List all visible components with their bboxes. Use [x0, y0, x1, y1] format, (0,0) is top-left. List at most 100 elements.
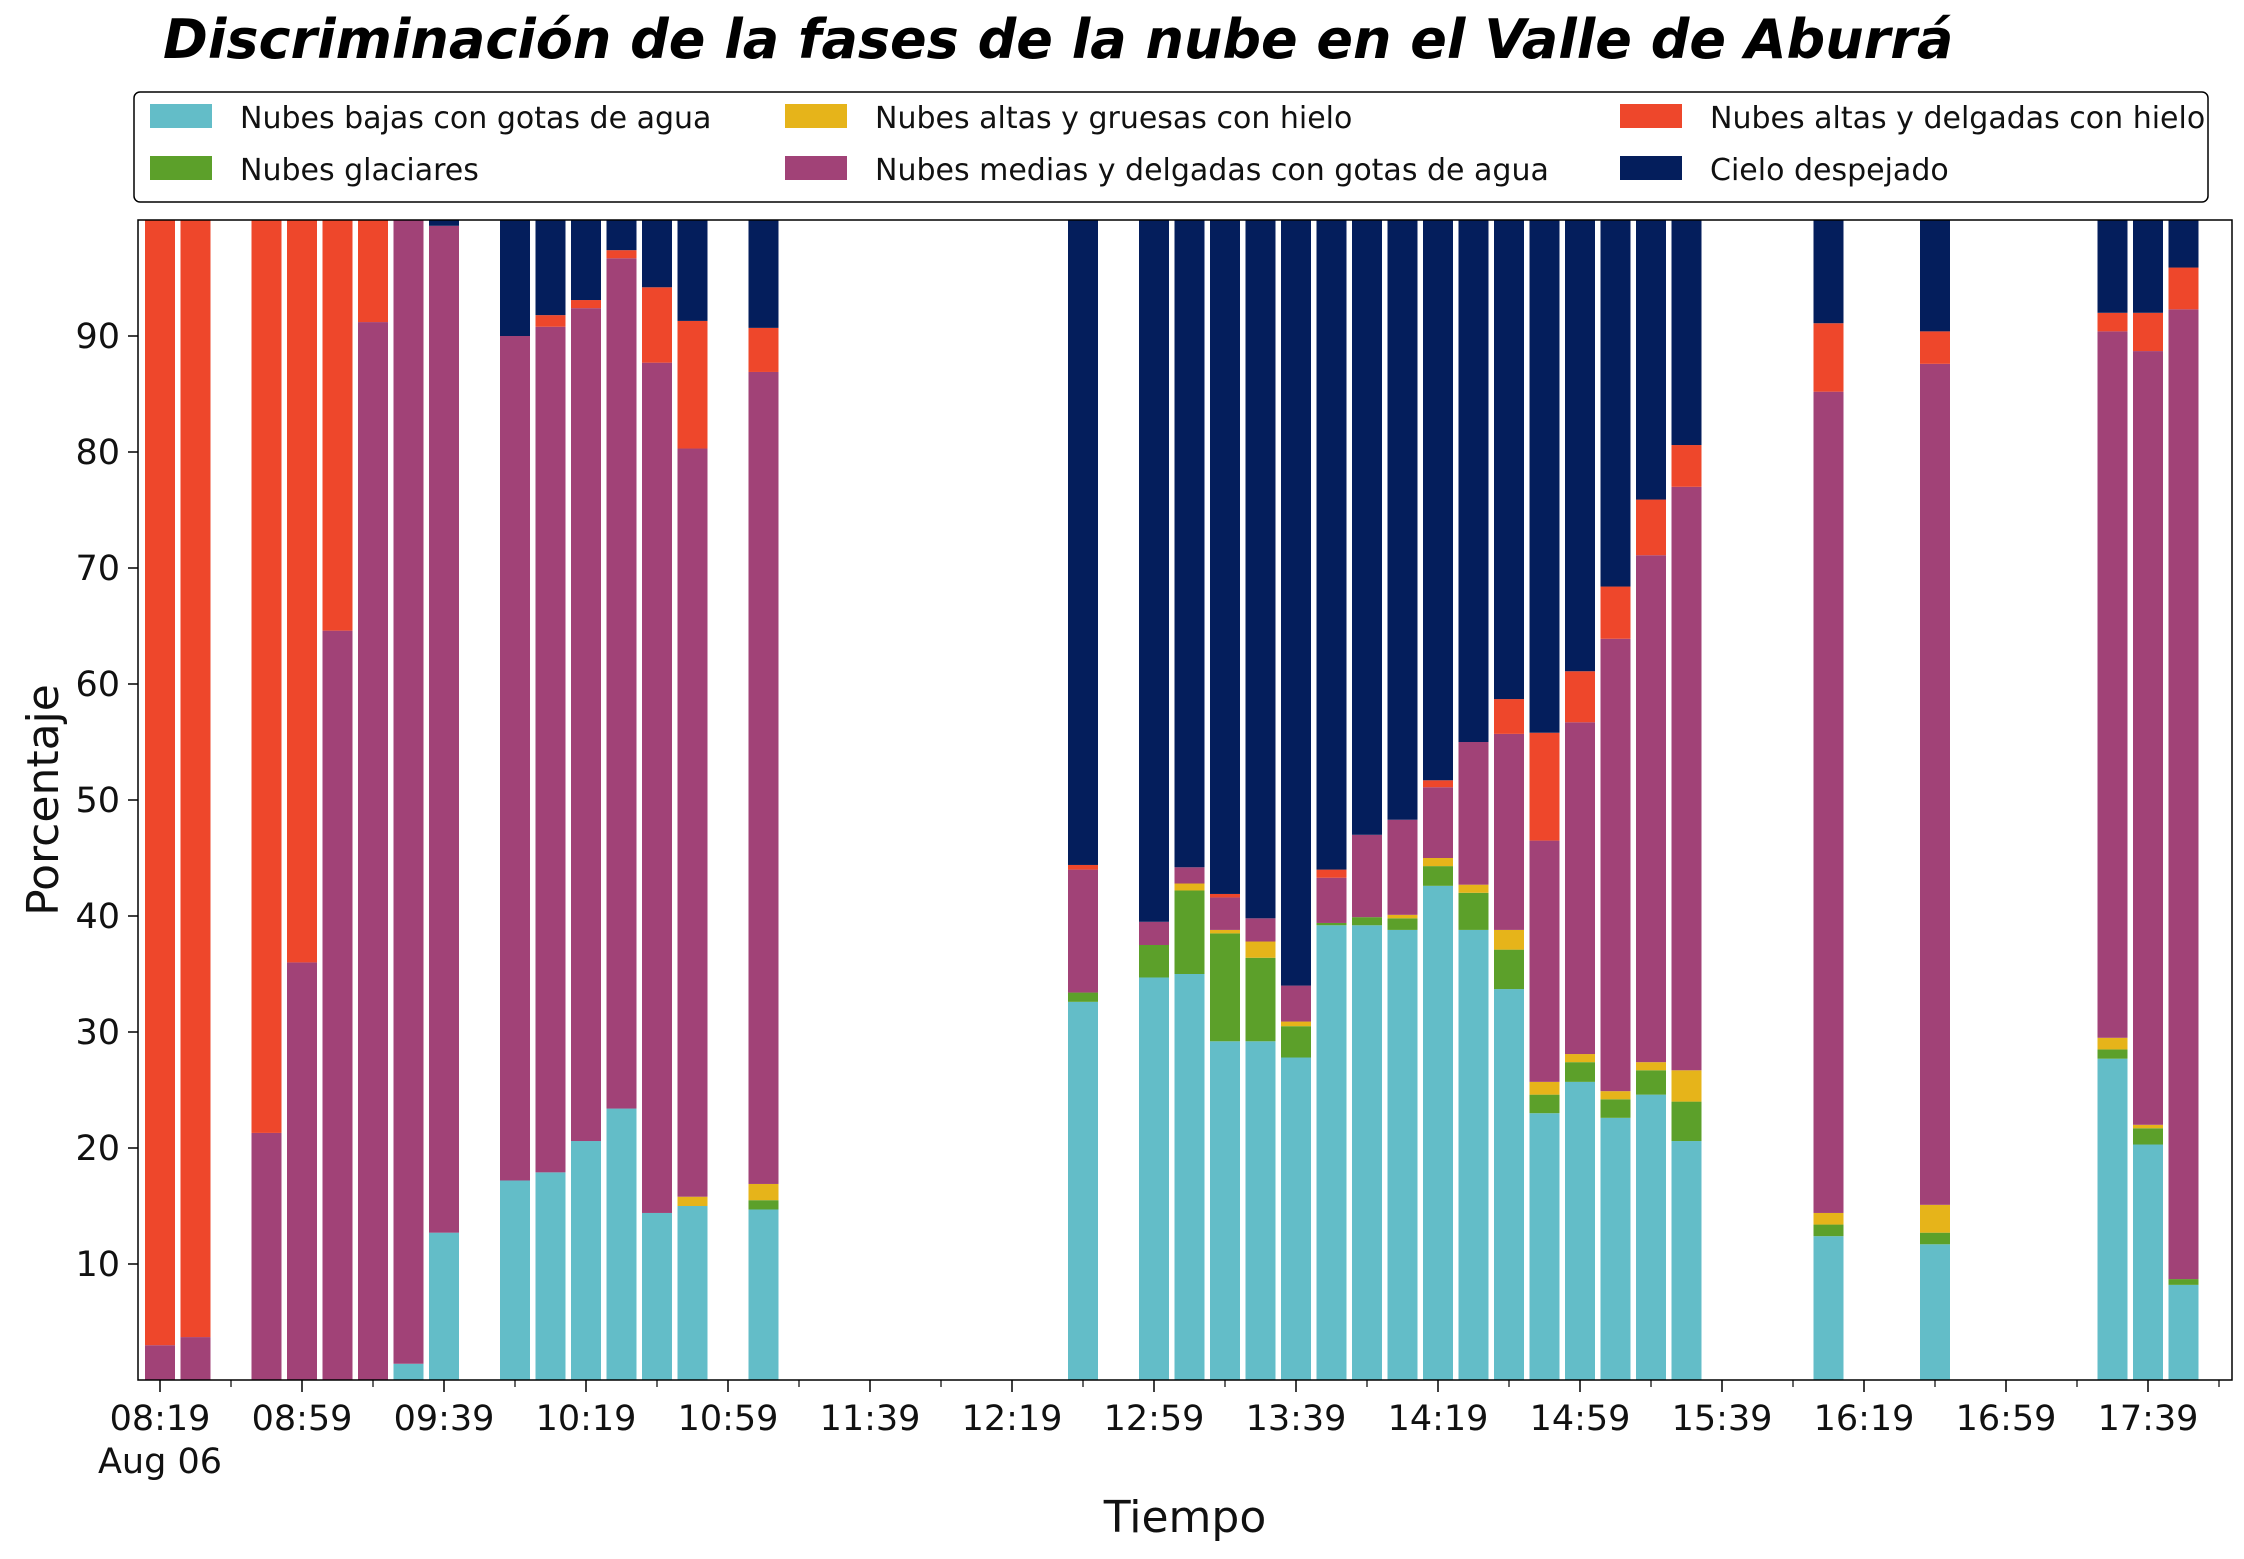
bar-segment: [677, 320, 708, 449]
bar-stack: [1352, 220, 1382, 1380]
bar-stack: [2133, 220, 2163, 1380]
bar-segment: [429, 225, 459, 1233]
bar-segment: [1139, 945, 1169, 978]
legend-label: Nubes altas y gruesas con hielo: [875, 101, 1352, 136]
bar-segment: [287, 962, 317, 1380]
bar-segment: [1316, 869, 1347, 878]
y-axis: 10 20 30 40 50 60 70 80 90: [75, 317, 138, 1285]
bar-stack: [1210, 220, 1240, 1380]
bar-segment: [2133, 220, 2163, 313]
bar-segment: [1139, 977, 1169, 1380]
legend-label: Nubes bajas con gotas de agua: [240, 101, 711, 136]
bar-segment: [1068, 992, 1098, 1002]
bar-segment: [1281, 1057, 1311, 1380]
bar-segment: [322, 220, 353, 631]
bar-segment: [1174, 867, 1205, 884]
legend-swatch: [785, 156, 847, 180]
x-tick-label: 11:39: [820, 1399, 921, 1439]
bar-segment: [1636, 220, 1666, 500]
bar-segment: [1068, 869, 1098, 993]
bar-segment: [2097, 220, 2128, 313]
bar-segment: [1174, 974, 1205, 1380]
bar-segment: [2168, 1284, 2199, 1380]
bar-stack: [677, 220, 708, 1380]
bar-segment: [1813, 1224, 1844, 1237]
bar-segment: [748, 327, 779, 372]
bar-segment: [1600, 638, 1631, 1092]
bar-segment: [642, 362, 672, 1213]
bar-segment: [1565, 671, 1595, 723]
legend-label: Nubes glaciares: [240, 153, 479, 188]
bar-segment: [2133, 1144, 2163, 1380]
bar-segment: [287, 220, 317, 963]
bar-segment: [1529, 1113, 1560, 1380]
bar-stack: [1600, 220, 1631, 1380]
bar-segment: [1352, 917, 1382, 926]
bar-segment: [606, 220, 637, 251]
x-tick-label: 09:39: [394, 1399, 495, 1439]
bar-segment: [1316, 925, 1347, 1380]
bar-segment: [677, 448, 708, 1197]
bar-segment: [1139, 220, 1169, 922]
bar-stack: [606, 220, 637, 1380]
bar-segment: [2133, 1124, 2163, 1129]
bar-segment: [1920, 331, 1950, 364]
bar-segment: [1529, 1094, 1560, 1114]
bar-segment: [2097, 312, 2128, 332]
bar-segment: [1210, 897, 1240, 930]
bar-segment: [145, 1345, 175, 1380]
bar-segment: [429, 1232, 459, 1380]
bar-stack: [287, 220, 317, 1380]
bar-segment: [1281, 220, 1311, 986]
bar-stack: [1316, 220, 1347, 1380]
bar-segment: [571, 308, 601, 1142]
bar-segment: [1423, 858, 1453, 867]
x-tick-label: 14:19: [1388, 1399, 1489, 1439]
bar-segment: [1210, 220, 1240, 894]
bar-segment: [1494, 699, 1524, 734]
bar-segment: [2133, 312, 2163, 352]
bar-segment: [1210, 929, 1240, 934]
y-tick-label: 40: [75, 897, 120, 937]
bar-segment: [1245, 220, 1276, 919]
x-tick-label: 08:19: [110, 1399, 211, 1439]
bar-stack: [2097, 220, 2128, 1380]
bar-segment: [571, 1141, 601, 1380]
bar-stack: [642, 220, 672, 1380]
bar-segment: [1245, 957, 1276, 1042]
bar-stack: [358, 220, 388, 1381]
bar-stack: [1387, 220, 1418, 1380]
bar-segment: [500, 220, 530, 336]
x-tick-label: 08:59: [252, 1399, 353, 1439]
bar-segment: [1494, 989, 1524, 1380]
x-axis-label: Tiempo: [1103, 1492, 1267, 1543]
bar-stack: [145, 220, 175, 1380]
bar-segment: [1671, 1141, 1702, 1380]
x-tick-label: 16:19: [1814, 1399, 1915, 1439]
bar-segment: [1565, 722, 1595, 1055]
bar-segment: [322, 630, 353, 1380]
bar-stack: [180, 220, 211, 1380]
bar-segment: [1423, 885, 1453, 1380]
bar-stack: [1423, 220, 1453, 1380]
bar-segment: [1671, 1070, 1702, 1102]
y-axis-label: Porcentaje: [18, 684, 69, 916]
bar-segment: [1458, 220, 1489, 742]
bar-segment: [1636, 1094, 1666, 1380]
bar-segment: [1494, 929, 1524, 950]
y-tick-label: 20: [75, 1129, 120, 1169]
y-tick-label: 30: [75, 1013, 120, 1053]
bar-segment: [606, 1108, 637, 1380]
bar-segment: [2168, 1279, 2199, 1285]
bar-segment: [1458, 929, 1489, 1380]
legend-swatch: [785, 104, 847, 128]
bar-stack: [1565, 220, 1595, 1380]
bar-segment: [393, 1363, 424, 1380]
bar-stack: [748, 220, 779, 1380]
bar-segment: [1387, 819, 1418, 915]
bar-segment: [1352, 925, 1382, 1380]
bar-segment: [1671, 220, 1702, 446]
x-tick-label: 12:59: [1104, 1399, 1205, 1439]
bar-segment: [1600, 586, 1631, 639]
